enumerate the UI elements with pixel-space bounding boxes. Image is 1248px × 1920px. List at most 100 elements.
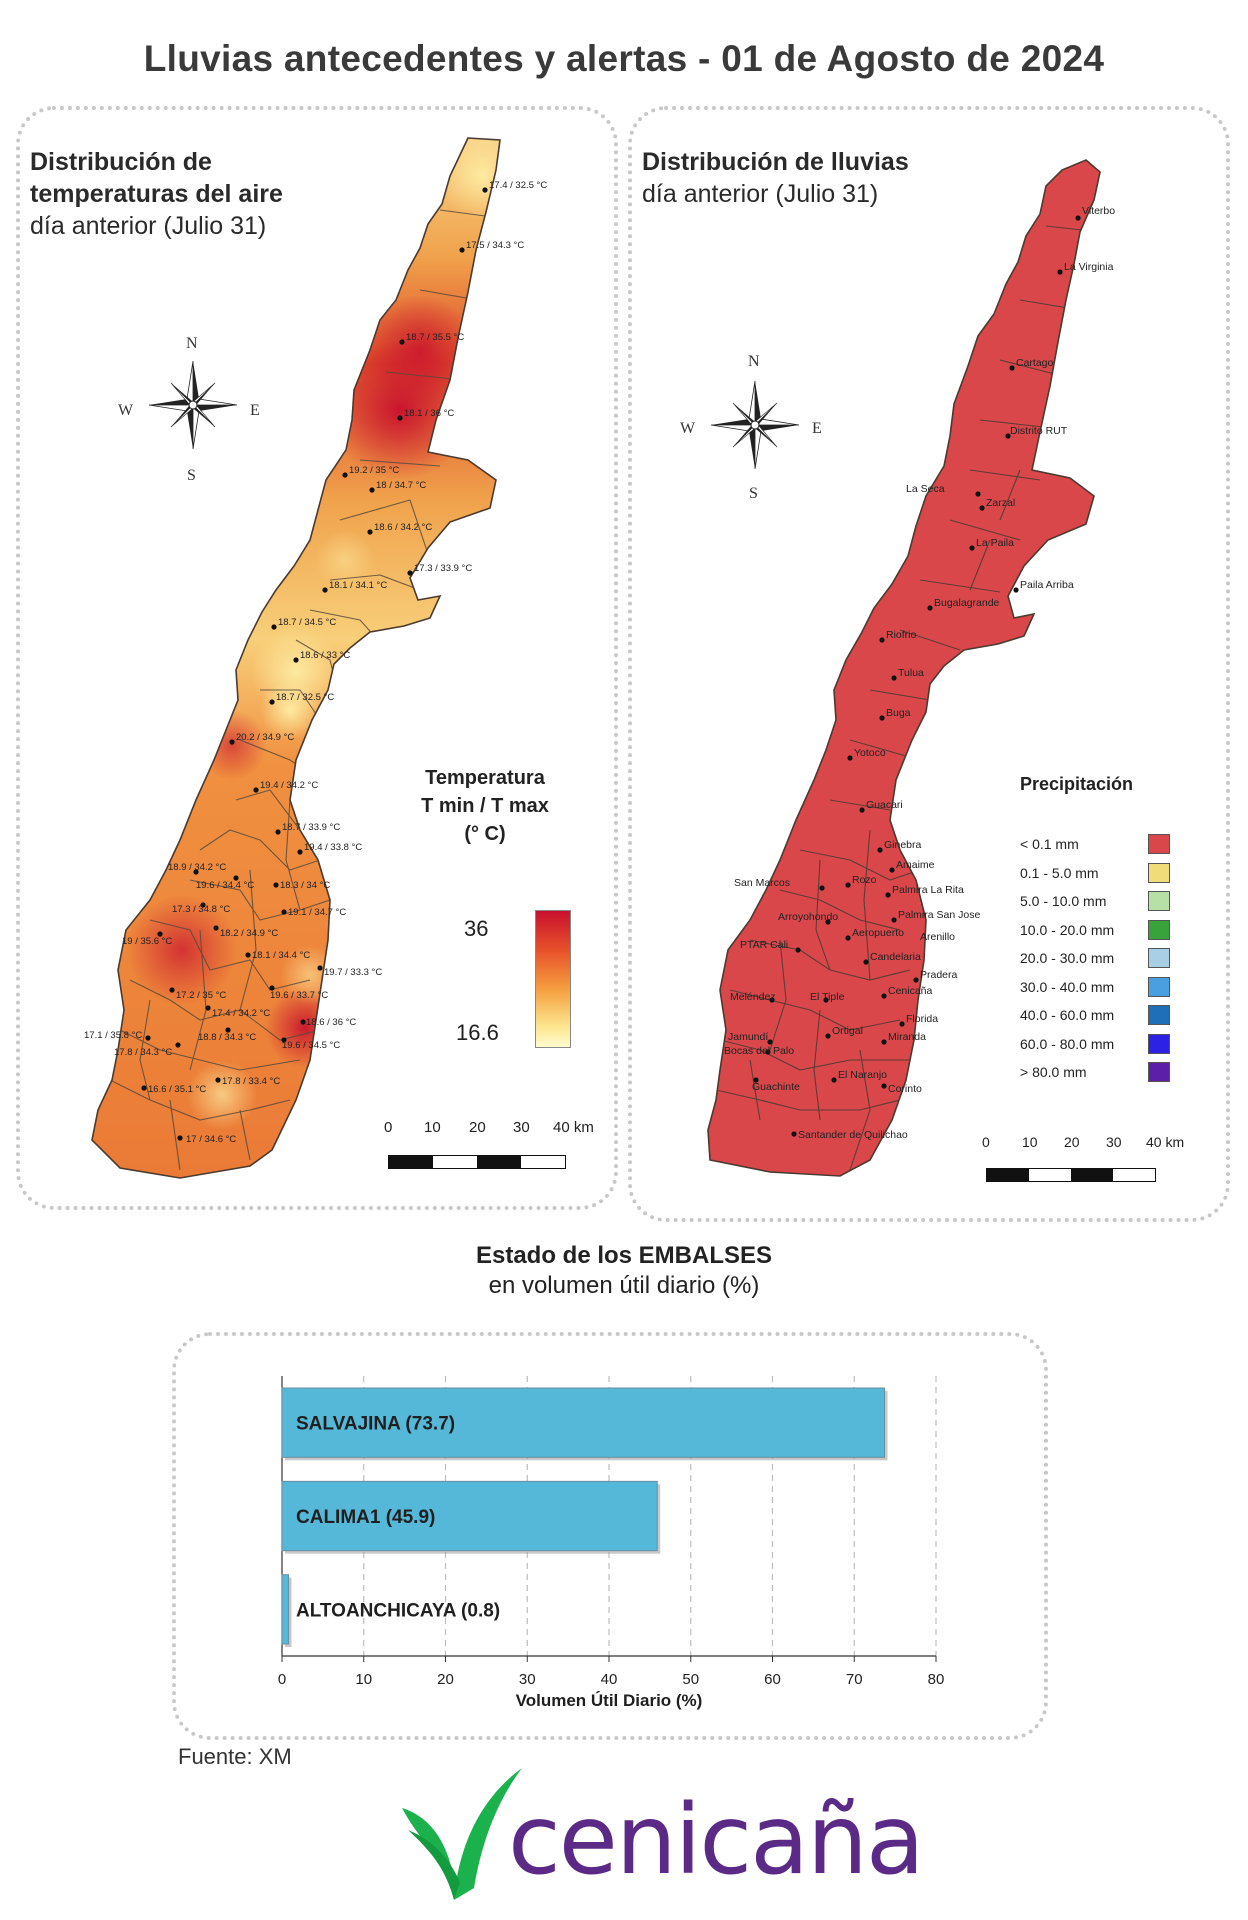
rainfall-subtitle: día anterior (Julio 31) <box>642 180 879 208</box>
station-label: 19.2 / 35 °C <box>349 465 399 476</box>
station-label: 17.3 / 33.9 °C <box>414 563 472 574</box>
compass-rose-icon <box>148 360 238 450</box>
station-label: 19.4 / 34.2 °C <box>260 780 318 791</box>
town-label: Paila Arriba <box>1020 579 1074 591</box>
temperature-legend-max: 36 <box>464 916 489 941</box>
station-label: 17.2 / 35 °C <box>176 990 226 1001</box>
station-label: 18.7 / 35.5 °C <box>406 332 464 343</box>
reservoirs-title: Estado de los EMBALSES en volumen útil d… <box>0 1242 1248 1300</box>
compass-n-label: N <box>748 353 760 370</box>
precipitation-class-label: 10.0 - 20.0 mm <box>1020 921 1115 938</box>
town-label: Distrito RUT <box>1010 425 1068 437</box>
town-label: Bocas del Palo <box>724 1045 794 1057</box>
station-label: 18.7 / 33.9 °C <box>282 822 340 833</box>
precipitation-class-swatch <box>1148 1062 1170 1082</box>
precipitation-class-label: > 80.0 mm <box>1020 1064 1087 1080</box>
compass-rose-icon <box>710 380 800 470</box>
town-label: Pradera <box>920 969 958 981</box>
town-label: Corinto <box>888 1083 922 1095</box>
town-label: La Paila <box>976 537 1014 549</box>
temperature-panel <box>16 106 618 1210</box>
x-tick-label: 20 <box>437 1671 454 1688</box>
compass-e-label: E <box>250 402 260 419</box>
precipitation-class-swatch <box>1148 862 1170 883</box>
scale-tick: 40 km <box>553 1119 594 1136</box>
scale-bar-graphic <box>986 1168 1156 1182</box>
precipitation-legend-title: Precipitación <box>1020 774 1134 794</box>
station-label: 19.6 / 33.7 °C <box>270 990 328 1001</box>
temperature-legend-title-line3: (° C) <box>464 823 506 845</box>
precipitation-legend: Precipitación < 0.1 mm 0.1 - 5.0 mm 5.0 - … <box>1020 774 1210 1094</box>
town-label: Santander de Quilichao <box>798 1129 908 1141</box>
station-label: 18.7 / 32.5 °C <box>276 692 334 703</box>
x-axis-label: Volumen Útil Diario (%) <box>516 1691 703 1710</box>
town-label: Meléndez <box>730 991 776 1003</box>
reservoirs-title-line2: en volumen útil diario (%) <box>488 1272 760 1299</box>
town-label: Candelaria <box>870 951 921 963</box>
town-label: Cenicaña <box>888 985 933 997</box>
town-label: Ginebra <box>884 839 922 851</box>
compass-s-label: S <box>187 467 196 484</box>
town-label: Zarzal <box>986 497 1015 509</box>
town-label: Aeropuerto <box>852 927 904 939</box>
scale-tick: 40 km <box>1146 1134 1185 1150</box>
town-label: Guachinte <box>752 1081 800 1093</box>
station-label: 19.1 / 34.7 °C <box>288 907 346 918</box>
x-tick-label: 10 <box>355 1671 372 1688</box>
station-label: 18.7 / 34.5 °C <box>278 617 336 628</box>
town-label: Riofrio <box>886 629 917 641</box>
temperature-legend-min: 16.6 <box>456 1020 499 1045</box>
station-label: 18.6 / 36 °C <box>306 1017 356 1028</box>
rainfall-title: Distribución de lluvias <box>642 148 909 176</box>
town-label: Arroyohondo <box>778 911 838 923</box>
page-title: Lluvias antecedentes y alertas - 01 de A… <box>143 38 1105 79</box>
precipitation-class-swatch <box>1148 948 1170 968</box>
station-label: 19.6 / 34.5 °C <box>282 1040 340 1051</box>
precipitation-class-swatch <box>1148 1033 1170 1054</box>
town-label: Tulua <box>898 667 924 679</box>
town-label: San Marcos <box>734 877 790 889</box>
town-label: Ortigal <box>832 1025 863 1037</box>
cenicana-logo-text: cenicaña <box>508 1784 925 1896</box>
town-label: Palmira La Rita <box>892 884 964 896</box>
x-tick-label: 80 <box>928 1671 945 1688</box>
compass-n-label: N <box>186 335 198 352</box>
station-label: 18.9 / 34.2 °C <box>168 862 226 873</box>
reservoirs-title-line1: Estado de los EMBALSES <box>475 1242 773 1269</box>
station-label: 17.5 / 34.3 °C <box>466 240 524 251</box>
precipitation-class-swatch <box>1148 976 1170 997</box>
reservoirs-panel <box>172 1332 1048 1740</box>
station-label: 18.2 / 34.9 °C <box>220 928 278 939</box>
rainfall-scale-bar: 0 10 20 30 40 km <box>982 1134 1206 1184</box>
town-label: Arenillo <box>920 931 955 943</box>
station-label: 17.4 / 34.2 °C <box>212 1008 270 1019</box>
station-label: 17 / 34.6 °C <box>186 1134 236 1145</box>
town-label: Florida <box>906 1013 938 1025</box>
x-tick-label: 40 <box>601 1671 618 1688</box>
bar <box>281 1574 290 1645</box>
compass-w-label: W <box>118 402 134 419</box>
town-label: La Virginia <box>1064 261 1114 273</box>
station-label: 20.2 / 34.9 °C <box>236 732 294 743</box>
x-tick-label: 0 <box>278 1671 286 1688</box>
scale-tick: 30 <box>513 1119 530 1136</box>
town-label: Guacari <box>866 799 903 811</box>
scale-tick: 10 <box>1022 1134 1038 1150</box>
temperature-subtitle: día anterior (Julio 31) <box>30 212 267 240</box>
station-label: 19.6 / 34.4 °C <box>196 880 254 891</box>
town-label: El Tiple <box>810 991 845 1003</box>
town-label: Rozo <box>852 874 877 886</box>
compass-w-label: W <box>680 420 696 437</box>
bar <box>281 1387 885 1458</box>
precipitation-class-swatch <box>1148 834 1170 854</box>
temperature-title-line1: Distribución de <box>30 148 212 176</box>
x-tick-label: 60 <box>764 1671 781 1688</box>
town-label: Yotoco <box>854 747 886 759</box>
station-label: 17.8 / 34.3 °C <box>114 1047 172 1058</box>
precipitation-class-label: 20.0 - 30.0 mm <box>1020 950 1115 966</box>
precipitation-class-label: 30.0 - 40.0 mm <box>1020 978 1115 995</box>
station-label: 17.1 / 35.8 °C <box>84 1030 142 1041</box>
town-label: Miranda <box>888 1031 926 1043</box>
temperature-legend-title-line1: Temperatura <box>425 767 545 789</box>
